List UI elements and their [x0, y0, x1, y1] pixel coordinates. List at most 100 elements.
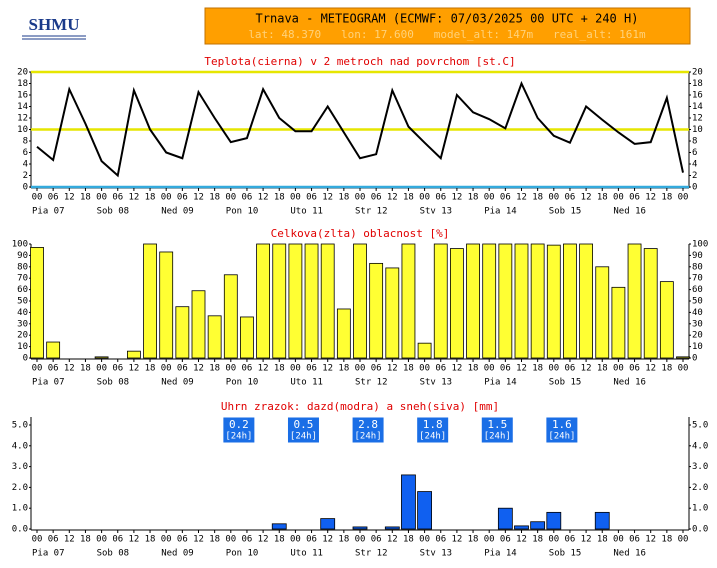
x-tick-label: 06 [435, 535, 446, 545]
bar [595, 266, 610, 359]
x-tick-label: 12 [193, 535, 204, 545]
x-tick-label: 00 [355, 364, 366, 374]
y-tick-label: 6 [23, 148, 28, 158]
bar [514, 525, 529, 530]
bar [46, 341, 61, 359]
day-total-label: [24h] [290, 432, 317, 442]
day-total-box [480, 416, 514, 444]
day-label: Uto 11 [290, 207, 323, 217]
y-tick-label-right: 10 [692, 342, 703, 352]
day-total-box [351, 416, 385, 444]
x-tick-label: 00 [484, 364, 495, 374]
x-tick-label: 12 [322, 193, 333, 203]
bar [643, 248, 658, 359]
x-tick-label: 12 [322, 535, 333, 545]
day-label: Sob 15 [549, 549, 582, 559]
y-tick-label: 10 [17, 125, 28, 135]
x-tick-label: 12 [193, 193, 204, 203]
bar [127, 350, 141, 359]
x-tick-label: 06 [112, 364, 123, 374]
bar [579, 243, 593, 359]
x-tick-label: 18 [145, 364, 156, 374]
bar [271, 523, 287, 530]
y-tick-label: 2 [23, 171, 28, 181]
day-label: Ned 09 [161, 549, 194, 559]
y-tick-label-right: 20 [692, 331, 703, 341]
x-tick-label: 12 [451, 193, 462, 203]
y-tick-label-right: 3.0 [692, 462, 708, 472]
y-tick-label-right: 100 [692, 240, 708, 250]
day-total-label: [24h] [225, 432, 252, 442]
y-tick-label: 20 [17, 68, 28, 78]
y-tick-label-right: 0 [692, 183, 697, 193]
x-tick-label: 18 [468, 364, 479, 374]
x-tick-label: 00 [484, 535, 495, 545]
x-tick-label: 00 [548, 535, 559, 545]
x-tick-label: 12 [128, 364, 139, 374]
x-tick-label: 18 [597, 193, 608, 203]
x-tick-label: 00 [678, 193, 689, 203]
x-tick-label: 18 [661, 364, 672, 374]
x-tick-label: 12 [387, 364, 398, 374]
x-tick-label: 18 [209, 364, 220, 374]
x-tick-label: 12 [645, 193, 656, 203]
day-total-value: 1.8 [423, 418, 443, 431]
y-tick-label: 1.0 [12, 504, 28, 514]
chart-title: Teplota(cierna) v 2 metroch nad povrchom… [204, 55, 515, 68]
bar [30, 247, 44, 359]
x-tick-label: 00 [161, 535, 172, 545]
x-tick-label: 18 [532, 364, 543, 374]
x-tick-label: 06 [177, 193, 188, 203]
x-tick-label: 00 [678, 535, 689, 545]
x-tick-label: 12 [516, 193, 527, 203]
y-tick-label: 4.0 [12, 441, 28, 451]
y-tick-label: 90 [17, 251, 28, 261]
day-label: Uto 11 [290, 549, 323, 559]
x-tick-label: 00 [484, 193, 495, 203]
bar [417, 342, 432, 359]
bar [530, 521, 546, 530]
bar [497, 507, 513, 530]
y-tick-label: 2.0 [12, 483, 28, 493]
bar [546, 244, 561, 359]
day-total-value: 1.6 [552, 418, 572, 431]
bar [288, 243, 303, 359]
y-tick-label-right: 80 [692, 262, 703, 272]
x-tick-label: 18 [338, 193, 349, 203]
day-label: Pon 10 [226, 549, 259, 559]
y-tick-label: 0 [23, 354, 28, 364]
x-tick-label: 00 [419, 535, 430, 545]
x-tick-label: 00 [678, 364, 689, 374]
y-tick-label: 60 [17, 285, 28, 295]
x-tick-label: 06 [306, 535, 317, 545]
day-label: Pia 14 [484, 378, 517, 388]
y-tick-label-right: 50 [692, 297, 703, 307]
day-total-value: 0.5 [294, 418, 314, 431]
bar [449, 248, 464, 359]
day-label: Ned 16 [613, 378, 646, 388]
y-tick-label-right: 8 [692, 137, 697, 147]
x-tick-label: 00 [225, 364, 236, 374]
y-tick-label-right: 16 [692, 91, 703, 101]
y-tick-label: 30 [17, 319, 28, 329]
day-label: Stv 13 [420, 549, 453, 559]
bar [94, 356, 109, 359]
y-tick-label: 40 [17, 308, 28, 318]
x-tick-label: 00 [32, 364, 43, 374]
y-tick-label: 8 [23, 137, 28, 147]
x-tick-label: 12 [387, 193, 398, 203]
x-tick-label: 18 [145, 193, 156, 203]
day-label: Sob 08 [97, 207, 130, 217]
x-tick-label: 12 [64, 535, 75, 545]
x-tick-label: 00 [613, 535, 624, 545]
bar [530, 243, 545, 359]
day-total-label: [24h] [419, 432, 446, 442]
logo-bg [18, 12, 90, 42]
bar [433, 243, 448, 359]
x-tick-label: 06 [242, 535, 253, 545]
x-tick-label: 18 [209, 535, 220, 545]
x-tick-label: 06 [371, 364, 382, 374]
bar [240, 316, 254, 359]
x-tick-label: 18 [532, 193, 543, 203]
x-tick-label: 00 [32, 193, 43, 203]
